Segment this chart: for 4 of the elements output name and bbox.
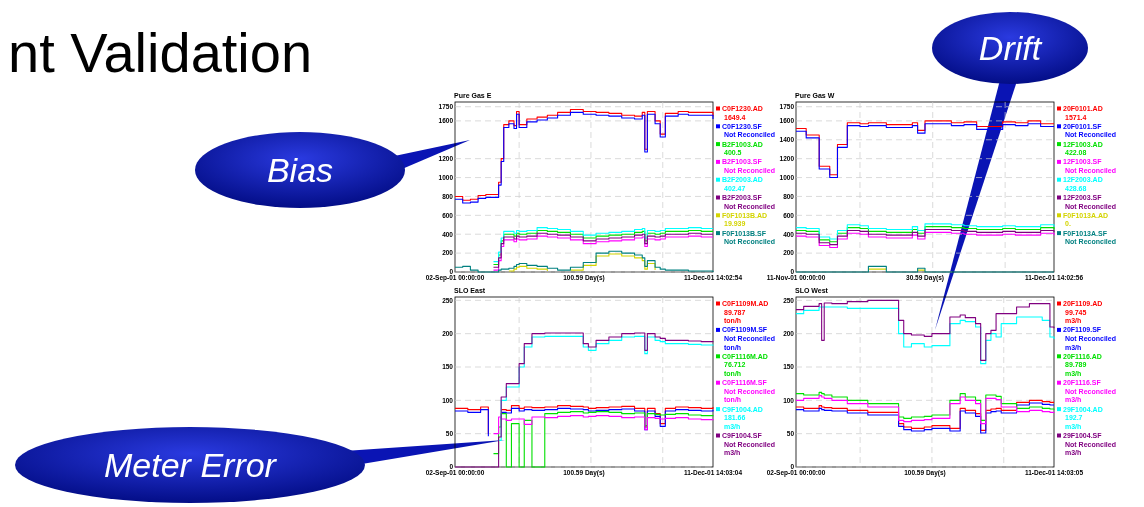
text: Drift [978,29,1043,67]
text: nt Validation [8,21,313,84]
text: Bias [266,151,334,189]
text: Meter Error [104,446,278,484]
